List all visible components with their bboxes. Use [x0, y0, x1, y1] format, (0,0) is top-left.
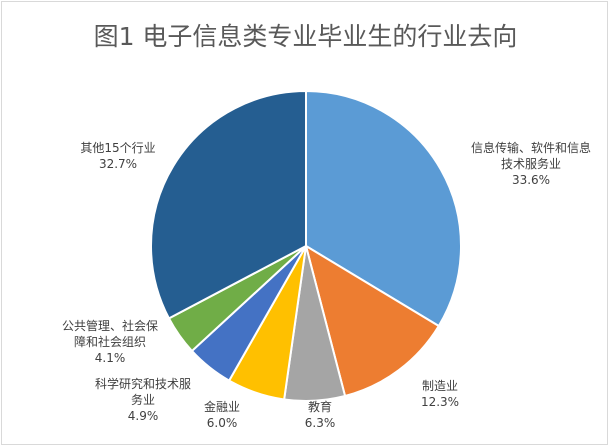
- pie-slice-0: [305, 89, 462, 328]
- slice-label-4: 科学研究和技术服务业 4.9%: [95, 376, 191, 423]
- pie-slice-6: [150, 89, 307, 320]
- chart-title: 图1 电子信息类专业毕业生的行业去向: [93, 22, 518, 51]
- slice-label-0: 信息传输、软件和信息技术服务业 33.6%: [471, 140, 591, 187]
- slice-label-3: 金融业 6.0%: [204, 399, 240, 430]
- pie-slice-1: [304, 243, 441, 398]
- slice-label-6: 其他15个行业 32.7%: [80, 141, 155, 171]
- slice-label-2: 教育 6.3%: [305, 399, 336, 430]
- slice-label-1: 制造业 12.3%: [421, 379, 459, 409]
- slice-label-5: 公共管理、社会保障和社会组织 4.1%: [62, 318, 158, 365]
